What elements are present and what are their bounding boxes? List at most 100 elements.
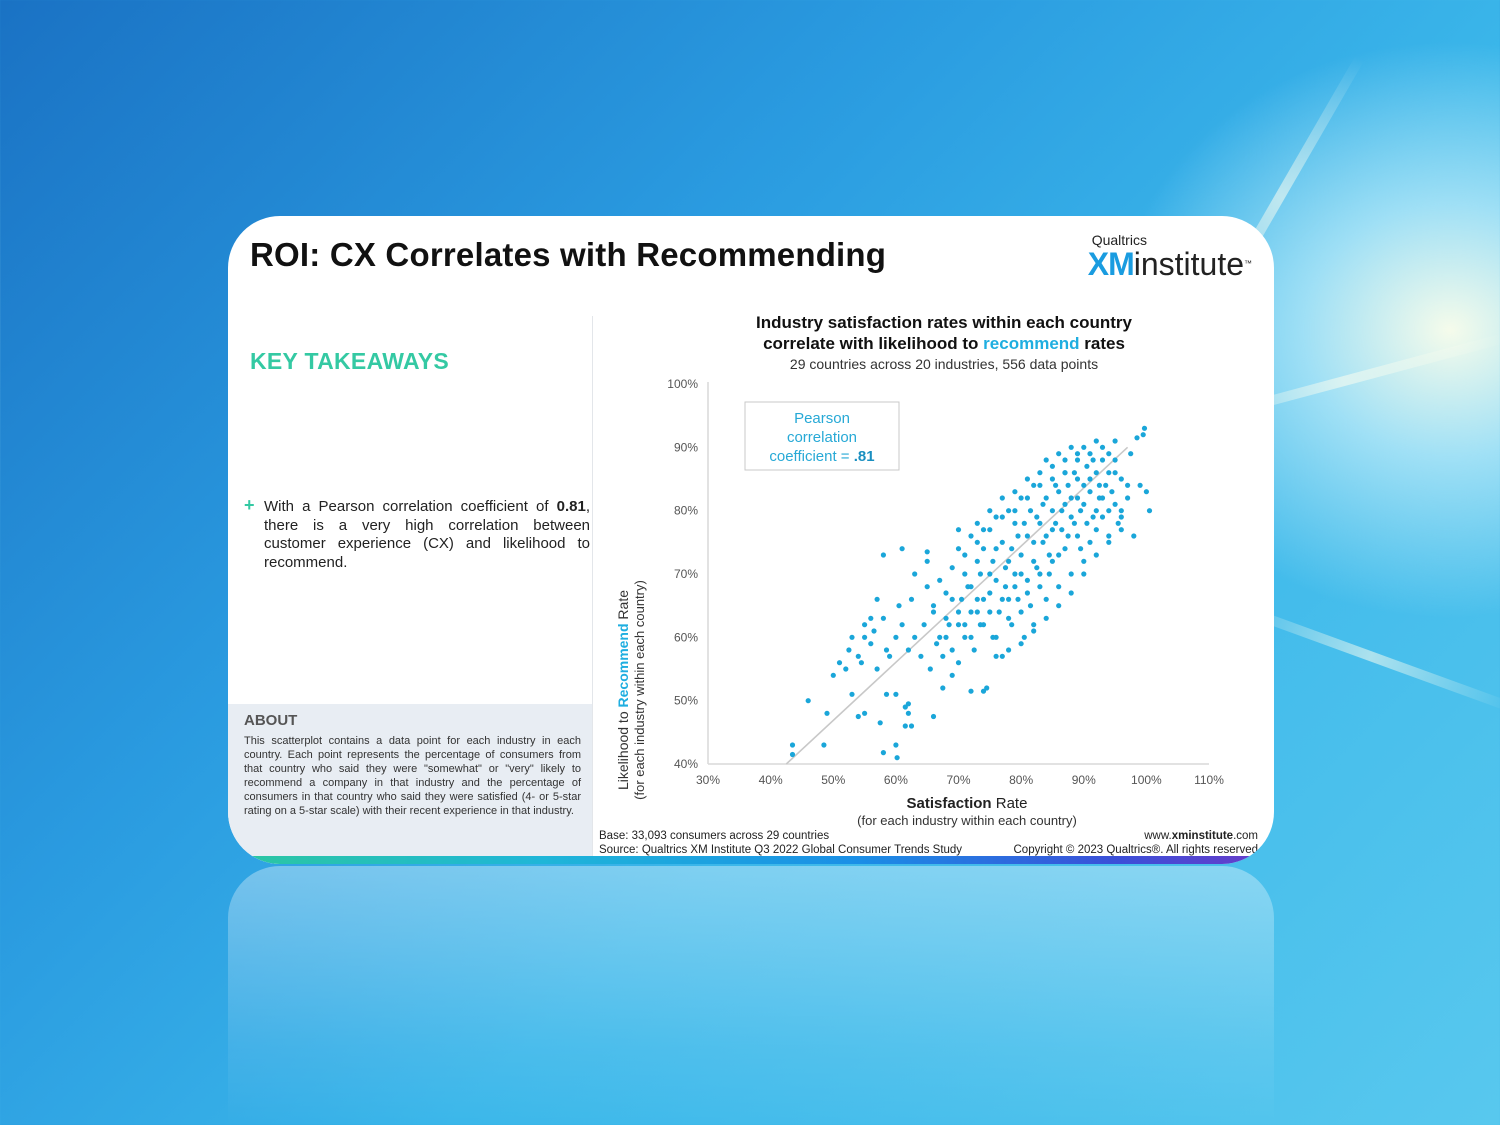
x-label-rest: Rate (992, 795, 1028, 812)
data-point (1093, 527, 1099, 533)
data-point (1027, 603, 1034, 609)
x-tick-label: 70% (946, 773, 970, 787)
data-point (968, 609, 974, 615)
data-point (1146, 508, 1153, 514)
data-point (883, 647, 890, 653)
data-point (887, 653, 893, 659)
data-point (955, 527, 962, 533)
data-point (949, 565, 955, 571)
data-point (1106, 470, 1112, 476)
data-point (930, 713, 937, 720)
y-tick-label: 80% (674, 504, 698, 518)
data-point (902, 704, 908, 710)
data-point (905, 701, 912, 707)
data-point (1115, 520, 1121, 526)
data-point (968, 634, 974, 640)
logo-tm: ™ (1244, 259, 1252, 268)
data-point (1118, 476, 1124, 482)
data-point (1024, 533, 1030, 539)
data-point (1027, 508, 1034, 514)
data-point (899, 622, 905, 628)
data-point (1059, 508, 1065, 514)
data-point (1141, 425, 1148, 431)
data-point (1040, 539, 1046, 545)
data-point (1068, 444, 1074, 450)
annotation-line3: coefficient = .81 (769, 448, 874, 465)
data-point (993, 514, 999, 520)
plus-icon: + (244, 495, 255, 515)
data-point (1106, 451, 1112, 457)
data-point (1062, 546, 1068, 552)
data-point (1002, 584, 1009, 590)
y-tick-label: 90% (674, 440, 698, 454)
data-point (1065, 482, 1071, 488)
x-label-bold: Satisfaction (907, 795, 992, 812)
data-point (862, 634, 868, 640)
annotation-box (744, 401, 900, 471)
data-point (858, 660, 865, 666)
data-point (955, 609, 962, 615)
data-point (1099, 457, 1106, 463)
data-point (1096, 482, 1102, 488)
footer-url[interactable]: www.xminstitute.com (1014, 829, 1258, 843)
footer-source: Source: Qualtrics XM Institute Q3 2022 G… (599, 844, 963, 856)
data-point (871, 628, 877, 634)
data-point (1137, 482, 1143, 488)
data-point (1046, 571, 1052, 577)
data-point (1002, 565, 1009, 571)
data-point (927, 666, 933, 672)
data-point (1068, 590, 1074, 596)
data-point (1065, 533, 1071, 539)
data-point (962, 552, 968, 558)
svg-text:Likelihood to Recommend Rate: Likelihood to Recommend Rate (615, 590, 631, 790)
data-point (987, 609, 993, 615)
data-point (1099, 495, 1106, 501)
data-point (1006, 508, 1012, 514)
data-point (849, 634, 855, 640)
data-point (1056, 489, 1062, 495)
data-point (1093, 470, 1099, 476)
data-point (1106, 533, 1112, 539)
data-point (968, 533, 974, 539)
data-point (1015, 596, 1021, 602)
data-point (1015, 533, 1021, 539)
data-point (999, 596, 1005, 602)
data-point (980, 596, 987, 602)
x-axis-label: Satisfaction Rate (907, 795, 1028, 812)
data-point (902, 723, 908, 729)
data-point (937, 634, 943, 640)
data-point (1081, 482, 1087, 488)
data-point (1128, 451, 1134, 457)
data-point (924, 584, 930, 590)
data-point (1074, 457, 1081, 463)
data-point (1087, 451, 1093, 457)
data-point (1093, 552, 1099, 558)
data-point (1009, 546, 1015, 552)
data-point (805, 698, 811, 704)
data-point (1056, 552, 1062, 558)
takeaway-value: 0.81 (556, 498, 586, 515)
data-point (1087, 539, 1093, 545)
data-point (789, 751, 796, 758)
data-point (1018, 641, 1024, 647)
data-point (949, 596, 955, 602)
data-point (987, 590, 993, 596)
data-point (1043, 533, 1049, 539)
data-point (1059, 527, 1065, 533)
data-point (993, 634, 999, 640)
data-point (930, 609, 937, 615)
data-point (1018, 609, 1024, 615)
data-point (949, 647, 955, 653)
chart-title-line2-pre: correlate with likelihood to (763, 334, 984, 353)
card-reflection (228, 866, 1274, 1125)
data-point (874, 666, 880, 672)
about-text: This scatterplot contains a data point f… (244, 735, 581, 817)
logo-institute-text: institute (1133, 246, 1244, 282)
data-point (1043, 596, 1049, 602)
data-point (977, 571, 984, 577)
footer-base: Base: 33,093 consumers across 29 countri… (599, 830, 830, 842)
chart-title: Industry satisfaction rates within each … (598, 312, 1274, 374)
data-point (1031, 482, 1037, 488)
data-point (1037, 520, 1043, 526)
slide-card: ROI: CX Correlates with Recommending Qua… (228, 216, 1274, 864)
